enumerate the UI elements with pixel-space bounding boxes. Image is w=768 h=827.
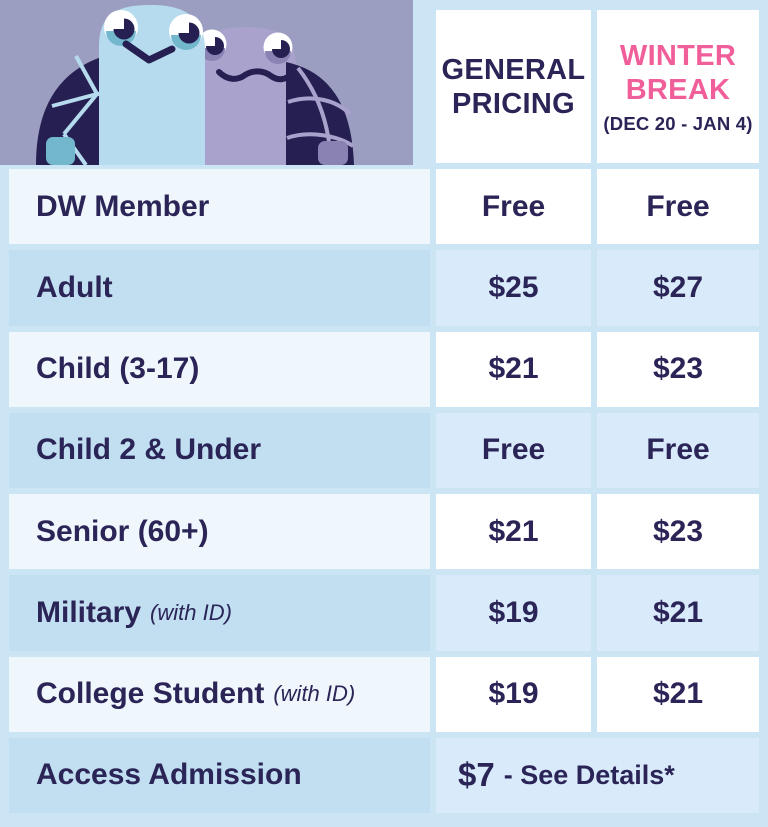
left-turtle-mouth — [122, 40, 176, 64]
turtles-illustration — [36, 5, 355, 165]
row-label-adult: Adult — [9, 250, 430, 326]
price-winter-child-2-under: Free — [597, 412, 759, 488]
price-winter-child: $23 — [597, 331, 759, 407]
access-see-details: - See Details* — [503, 759, 675, 790]
general-pricing-line1: GENERAL — [441, 53, 586, 86]
row-label-child-2-under: Child 2 & Under — [9, 412, 430, 488]
price-general-dw-member: Free — [436, 169, 591, 245]
price-winter-military: $21 — [597, 575, 759, 651]
winter-break-line2: BREAK — [625, 74, 731, 106]
access-price: $7 — [458, 756, 495, 794]
header-general-pricing: GENERAL PRICING — [436, 10, 591, 163]
price-general-adult: $25 — [436, 250, 591, 326]
price-winter-adult: $27 — [597, 250, 759, 326]
college-id-note: (with ID) — [273, 681, 356, 707]
left-turtle — [46, 5, 205, 165]
row-label-college-student: College Student (with ID) — [9, 656, 430, 732]
winter-break-dates: (DEC 20 - JAN 4) — [603, 113, 753, 134]
general-pricing-line2: PRICING — [452, 87, 575, 120]
right-turtle-mouth — [216, 68, 294, 83]
military-id-note: (with ID) — [150, 599, 232, 625]
price-access-admission: $7 - See Details* — [436, 737, 759, 813]
price-general-military: $19 — [436, 575, 591, 651]
header-winter-break: WINTER BREAK (DEC 20 - JAN 4) — [597, 10, 759, 163]
price-general-college-student: $19 — [436, 656, 591, 732]
row-label-dw-member: DW Member — [9, 169, 430, 245]
winter-break-line1: WINTER — [619, 40, 737, 72]
price-winter-dw-member: Free — [597, 169, 759, 245]
price-winter-senior: $23 — [597, 494, 759, 570]
price-general-child: $21 — [436, 331, 591, 407]
turtle-illustration-panel — [0, 0, 413, 165]
row-label-access-admission: Access Admission — [9, 737, 430, 813]
row-label-senior: Senior (60+) — [9, 494, 430, 570]
row-label-military: Military (with ID) — [9, 575, 430, 651]
right-turtle — [197, 27, 355, 165]
row-label-child: Child (3-17) — [9, 331, 430, 407]
price-winter-college-student: $21 — [597, 656, 759, 732]
price-general-child-2-under: Free — [436, 412, 591, 488]
price-general-senior: $21 — [436, 494, 591, 570]
